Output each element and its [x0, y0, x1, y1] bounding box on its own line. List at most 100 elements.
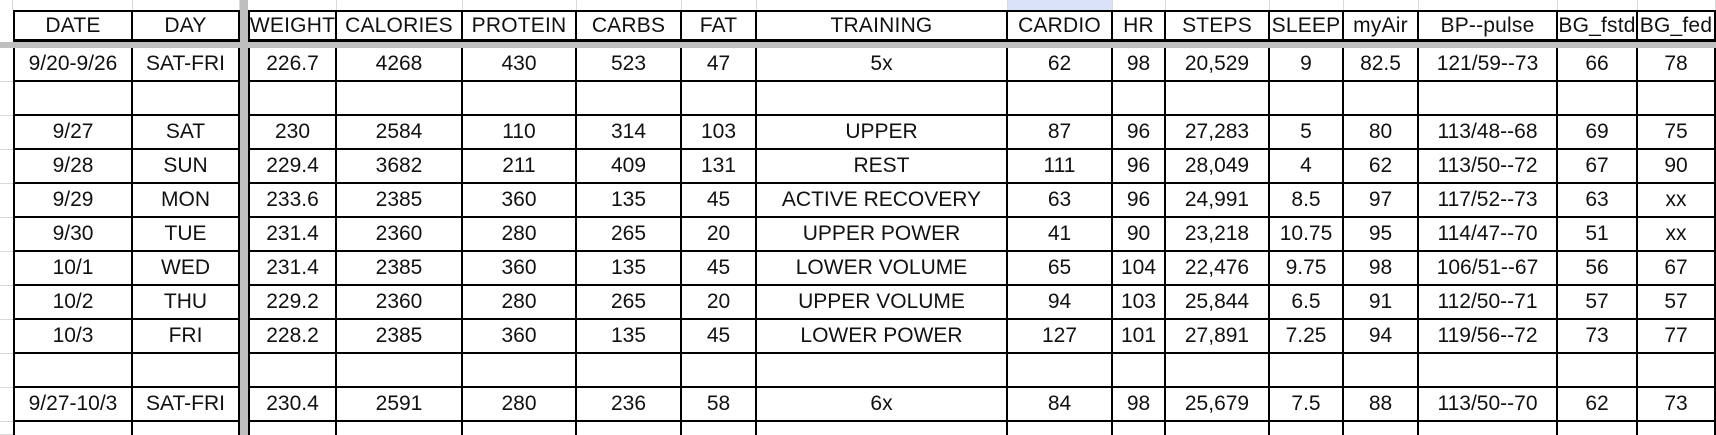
cell-carbs[interactable]: 135 — [577, 184, 682, 218]
cell-myair[interactable] — [1344, 82, 1419, 116]
cell-bg_fstd[interactable] — [1558, 82, 1638, 116]
cell-date[interactable]: 9/30 — [13, 218, 133, 252]
cell-bp_pulse[interactable]: 112/50--71 — [1419, 286, 1558, 320]
cell-calories[interactable] — [337, 82, 463, 116]
cell-cardio[interactable]: 65 — [1008, 252, 1113, 286]
cell-training[interactable]: 5x — [757, 48, 1008, 82]
cell-sleep[interactable]: 9 — [1270, 48, 1344, 82]
cell-weight[interactable] — [248, 82, 337, 116]
cell-protein[interactable]: 211 — [463, 150, 577, 184]
frozen-row-divider[interactable] — [0, 42, 1716, 48]
cell-weight[interactable]: 230.4 — [248, 388, 337, 422]
cell-protein[interactable]: 360 — [463, 320, 577, 354]
cell-carbs[interactable] — [577, 82, 682, 116]
cell-protein[interactable]: 280 — [463, 286, 577, 320]
cell-bp_pulse[interactable] — [1419, 354, 1558, 388]
cell-bg_fed[interactable] — [1638, 82, 1716, 116]
cell-carbs[interactable]: 135 — [577, 320, 682, 354]
cell-weight[interactable]: 226.7 — [248, 48, 337, 82]
cell-myair[interactable]: 80 — [1344, 116, 1419, 150]
cell-protein[interactable]: 360 — [463, 252, 577, 286]
cell-fat[interactable]: 45 — [682, 320, 757, 354]
cell-bp_pulse[interactable]: 113/48--68 — [1419, 116, 1558, 150]
cell-protein[interactable]: 430 — [463, 48, 577, 82]
cell-myair[interactable]: 91 — [1344, 286, 1419, 320]
cell-day[interactable]: SAT — [133, 116, 240, 150]
cell-bp_pulse[interactable]: 117/52--73 — [1419, 184, 1558, 218]
cell-bg_fstd[interactable]: 56 — [1558, 252, 1638, 286]
cell-fat[interactable]: 20 — [682, 286, 757, 320]
cell-fat[interactable] — [682, 82, 757, 116]
cell-protein[interactable]: 280 — [463, 218, 577, 252]
cell-bp_pulse[interactable]: 119/56--72 — [1419, 320, 1558, 354]
cell-protein[interactable] — [463, 354, 577, 388]
column-header-date[interactable]: DATE — [13, 10, 133, 42]
cell-carbs[interactable] — [577, 354, 682, 388]
cell-myair[interactable]: 88 — [1344, 388, 1419, 422]
cell-sleep[interactable]: 9.75 — [1270, 252, 1344, 286]
cell-carbs[interactable]: 265 — [577, 286, 682, 320]
cell-weight[interactable] — [248, 354, 337, 388]
cell-training[interactable]: UPPER — [757, 116, 1008, 150]
column-header-calories[interactable]: CALORIES — [337, 10, 463, 42]
cell-carbs[interactable]: 135 — [577, 252, 682, 286]
cell-steps[interactable]: 23,218 — [1166, 218, 1270, 252]
cell-bg_fed[interactable]: xx — [1638, 184, 1716, 218]
cell-training[interactable]: LOWER VOLUME — [757, 252, 1008, 286]
highlighted-cell[interactable] — [1008, 0, 1113, 10]
cell-day[interactable]: MON — [133, 184, 240, 218]
cell-weight[interactable]: 230 — [248, 116, 337, 150]
cell-calories[interactable]: 2385 — [337, 184, 463, 218]
cell-steps[interactable]: 28,049 — [1166, 150, 1270, 184]
cell-training[interactable]: UPPER POWER — [757, 218, 1008, 252]
cell-day[interactable]: WED — [133, 252, 240, 286]
cell-carbs[interactable]: 314 — [577, 116, 682, 150]
cell-protein[interactable]: 110 — [463, 116, 577, 150]
cell-steps[interactable]: 20,529 — [1166, 48, 1270, 82]
cell-hr[interactable]: 96 — [1113, 116, 1166, 150]
cell-bg_fed[interactable] — [1638, 354, 1716, 388]
cell-myair[interactable]: 97 — [1344, 184, 1419, 218]
cell-date[interactable]: 9/28 — [13, 150, 133, 184]
column-header-myair[interactable]: myAir — [1344, 10, 1419, 42]
cell-calories[interactable]: 2385 — [337, 252, 463, 286]
cell-fat[interactable] — [682, 354, 757, 388]
cell-carbs[interactable]: 236 — [577, 388, 682, 422]
cell-hr[interactable]: 98 — [1113, 48, 1166, 82]
cell-date[interactable]: 10/2 — [13, 286, 133, 320]
cell-hr[interactable]: 96 — [1113, 150, 1166, 184]
cell-cardio[interactable]: 84 — [1008, 388, 1113, 422]
cell-bg_fstd[interactable]: 66 — [1558, 48, 1638, 82]
cell-calories[interactable]: 4268 — [337, 48, 463, 82]
cell-bg_fed[interactable]: 75 — [1638, 116, 1716, 150]
cell-sleep[interactable]: 7.5 — [1270, 388, 1344, 422]
cell-fat[interactable]: 58 — [682, 388, 757, 422]
cell-date[interactable]: 10/1 — [13, 252, 133, 286]
cell-weight[interactable]: 233.6 — [248, 184, 337, 218]
column-header-hr[interactable]: HR — [1113, 10, 1166, 42]
cell-bp_pulse[interactable] — [1419, 82, 1558, 116]
column-header-steps[interactable]: STEPS — [1166, 10, 1270, 42]
cell-bg_fstd[interactable]: 51 — [1558, 218, 1638, 252]
cell-bp_pulse[interactable]: 114/47--70 — [1419, 218, 1558, 252]
cell-hr[interactable]: 104 — [1113, 252, 1166, 286]
cell-day[interactable]: SAT-FRI — [133, 48, 240, 82]
cell-cardio[interactable]: 111 — [1008, 150, 1113, 184]
cell-myair[interactable]: 62 — [1344, 150, 1419, 184]
cell-weight[interactable]: 229.2 — [248, 286, 337, 320]
cell-hr[interactable]: 96 — [1113, 184, 1166, 218]
cell-bg_fed[interactable]: 57 — [1638, 286, 1716, 320]
column-header-day[interactable]: DAY — [133, 10, 240, 42]
cell-hr[interactable]: 103 — [1113, 286, 1166, 320]
cell-sleep[interactable]: 6.5 — [1270, 286, 1344, 320]
cell-bg_fstd[interactable]: 63 — [1558, 184, 1638, 218]
column-header-cardio[interactable]: CARDIO — [1008, 10, 1113, 42]
cell-weight[interactable]: 231.4 — [248, 218, 337, 252]
cell-calories[interactable]: 2360 — [337, 286, 463, 320]
cell-day[interactable]: SAT-FRI — [133, 388, 240, 422]
cell-bg_fstd[interactable]: 57 — [1558, 286, 1638, 320]
cell-bp_pulse[interactable]: 113/50--72 — [1419, 150, 1558, 184]
cell-training[interactable] — [757, 82, 1008, 116]
cell-myair[interactable] — [1344, 354, 1419, 388]
column-header-protein[interactable]: PROTEIN — [463, 10, 577, 42]
